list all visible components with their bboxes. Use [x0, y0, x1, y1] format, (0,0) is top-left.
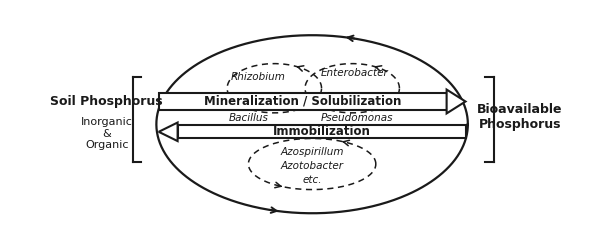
Text: Bioavailable
Phosphorus: Bioavailable Phosphorus — [477, 103, 563, 131]
Text: Soil Phosphorus: Soil Phosphorus — [51, 95, 163, 108]
Text: Rhizobium: Rhizobium — [230, 72, 285, 82]
Polygon shape — [446, 90, 465, 113]
Text: Azospirillum
Azotobacter
etc.: Azospirillum Azotobacter etc. — [280, 147, 344, 185]
Polygon shape — [159, 123, 178, 141]
Text: Pseudomonas: Pseudomonas — [321, 113, 393, 123]
Text: Bacillus: Bacillus — [228, 113, 269, 123]
Text: Mineralization / Solubilization: Mineralization / Solubilization — [204, 95, 401, 108]
Text: Immobilization: Immobilization — [273, 125, 370, 138]
Text: Enterobacter: Enterobacter — [321, 68, 389, 78]
Bar — [178, 125, 465, 138]
Text: Inorganic
&
Organic: Inorganic & Organic — [81, 117, 133, 150]
Bar — [159, 93, 446, 110]
